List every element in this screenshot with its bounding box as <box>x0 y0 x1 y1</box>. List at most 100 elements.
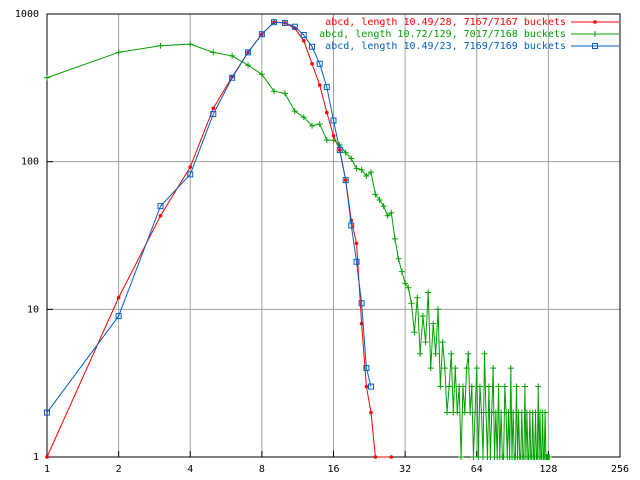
point <box>45 455 49 459</box>
point <box>316 60 323 67</box>
point <box>405 284 412 291</box>
point <box>157 203 164 210</box>
point <box>432 350 439 357</box>
point <box>323 84 330 91</box>
point <box>422 339 429 346</box>
point <box>454 409 461 416</box>
point <box>281 19 288 26</box>
point <box>546 454 553 460</box>
point <box>483 409 490 416</box>
point <box>411 329 418 336</box>
point <box>44 409 50 416</box>
point <box>441 365 448 372</box>
point <box>364 384 369 389</box>
point <box>518 409 525 416</box>
point <box>354 241 359 246</box>
point <box>492 409 499 416</box>
point <box>461 409 468 416</box>
point <box>465 350 472 357</box>
point <box>330 117 337 124</box>
point <box>425 289 432 296</box>
point <box>402 280 409 287</box>
point <box>116 295 121 300</box>
point <box>395 255 402 262</box>
point <box>388 209 395 216</box>
point <box>187 41 194 48</box>
point <box>358 166 365 173</box>
y-tick-label: 100 <box>21 157 39 168</box>
legend-label: abcd, length 10.72/129, 7017/7168 bucket… <box>319 29 566 40</box>
point <box>458 454 465 460</box>
point <box>542 409 549 416</box>
point <box>44 74 50 81</box>
point <box>368 383 375 390</box>
point <box>439 339 446 346</box>
point <box>245 62 252 69</box>
point <box>353 165 360 172</box>
point <box>210 49 217 56</box>
point <box>358 300 365 307</box>
point <box>467 409 474 416</box>
legend-marker <box>592 31 598 37</box>
legend-label: abcd, length 10.49/28, 7167/7167 buckets <box>325 17 566 28</box>
point <box>459 383 466 390</box>
point <box>376 197 383 204</box>
point <box>414 294 421 301</box>
point <box>229 74 236 81</box>
x-tick-label: 16 <box>327 464 339 475</box>
point <box>481 350 488 357</box>
point <box>521 383 528 390</box>
plot-frame <box>46 13 621 458</box>
point <box>495 383 502 390</box>
point <box>342 177 349 184</box>
point <box>157 42 164 49</box>
point <box>391 235 398 242</box>
point <box>301 38 306 43</box>
point <box>363 365 370 372</box>
x-tick-label: 256 <box>611 464 629 475</box>
point <box>398 268 405 275</box>
point <box>430 320 437 327</box>
point <box>330 137 337 144</box>
point <box>384 212 391 219</box>
point <box>363 172 370 179</box>
point <box>325 110 329 115</box>
point <box>446 383 453 390</box>
point <box>336 146 343 153</box>
point <box>316 120 323 127</box>
point <box>473 365 480 372</box>
point <box>501 383 508 390</box>
point <box>490 365 497 372</box>
point <box>419 313 426 320</box>
x-tick-label: 8 <box>259 464 265 475</box>
point <box>437 383 444 390</box>
point <box>472 409 479 416</box>
point <box>468 383 475 390</box>
point <box>389 455 394 459</box>
point <box>115 313 122 320</box>
point <box>336 141 343 148</box>
legend-marker <box>593 20 597 24</box>
point <box>372 191 379 198</box>
x-tick-label: 1 <box>44 464 50 475</box>
point <box>417 350 424 357</box>
point <box>535 383 542 390</box>
point <box>323 137 330 144</box>
point <box>229 52 236 59</box>
point <box>448 350 455 357</box>
point <box>300 32 307 39</box>
point <box>271 19 278 26</box>
point <box>510 409 517 416</box>
point <box>507 365 514 372</box>
point <box>348 155 355 162</box>
series-line <box>46 21 372 413</box>
y-tick-label: 10 <box>27 304 39 315</box>
point <box>476 383 483 390</box>
point <box>353 258 360 265</box>
x-tick-label: 128 <box>539 464 557 475</box>
point <box>435 306 442 313</box>
point <box>444 409 451 416</box>
x-tick-label: 4 <box>187 464 193 475</box>
